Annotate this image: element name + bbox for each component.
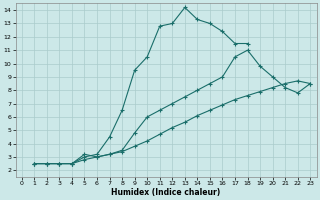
X-axis label: Humidex (Indice chaleur): Humidex (Indice chaleur) [111, 188, 221, 197]
